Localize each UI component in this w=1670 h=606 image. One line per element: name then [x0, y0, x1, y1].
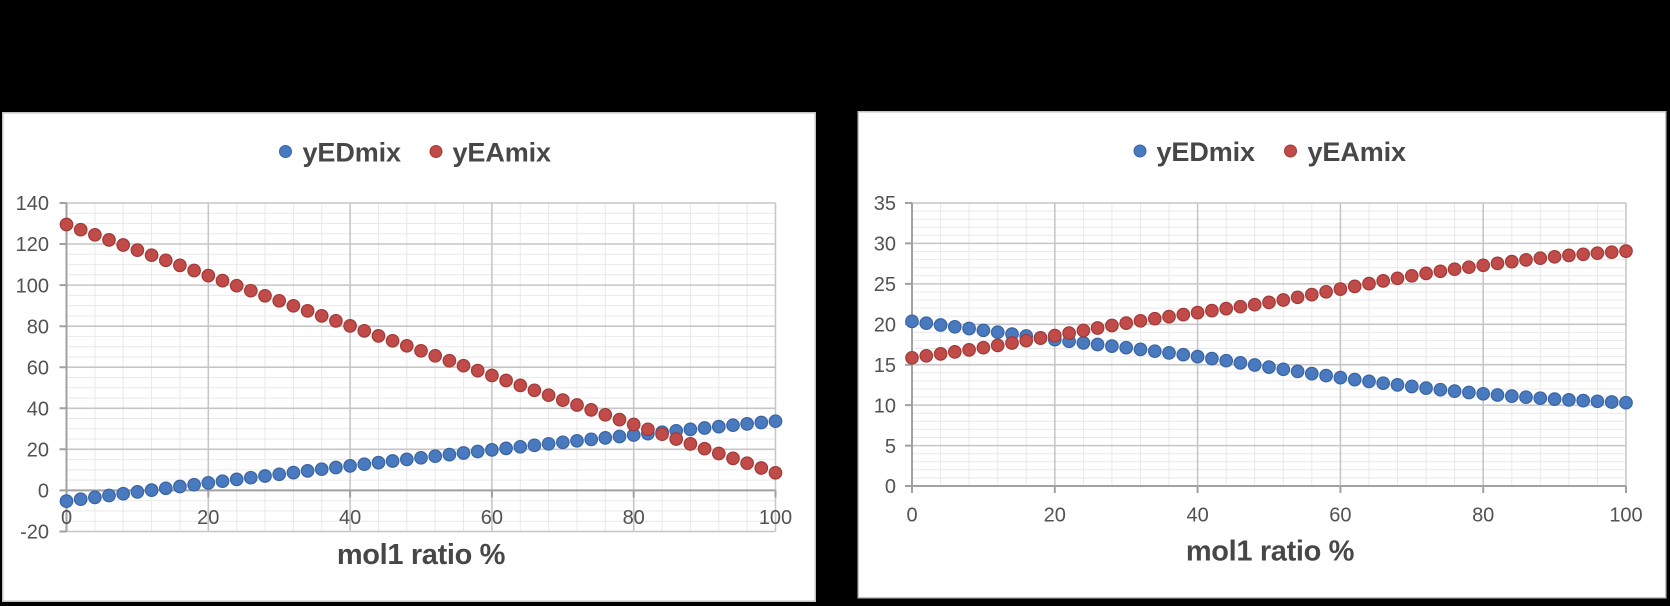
svg-text:10: 10	[874, 395, 896, 417]
svg-text:20: 20	[1044, 505, 1066, 527]
svg-text:80: 80	[1472, 505, 1494, 527]
svg-text:yEDmix: yEDmix	[303, 138, 402, 168]
svg-text:60: 60	[1329, 505, 1351, 527]
svg-text:mol1 ratio %: mol1 ratio %	[337, 539, 506, 571]
svg-text:-20: -20	[20, 522, 49, 544]
svg-text:80: 80	[623, 507, 645, 529]
svg-text:40: 40	[339, 507, 361, 529]
svg-text:yEAmix: yEAmix	[1308, 137, 1407, 167]
svg-text:60: 60	[27, 357, 49, 379]
svg-text:20: 20	[27, 440, 49, 462]
svg-text:35: 35	[874, 193, 896, 215]
svg-text:100: 100	[759, 507, 792, 529]
svg-text:100: 100	[16, 275, 49, 297]
svg-text:60: 60	[481, 507, 503, 529]
svg-text:40: 40	[27, 399, 49, 421]
svg-text:0: 0	[885, 476, 896, 498]
svg-text:20: 20	[197, 507, 219, 529]
svg-text:30: 30	[874, 234, 896, 256]
svg-text:15: 15	[874, 355, 896, 377]
svg-text:yEDmix: yEDmix	[1157, 137, 1256, 167]
svg-text:mol1 ratio %: mol1 ratio %	[1186, 536, 1355, 568]
svg-text:100: 100	[1609, 505, 1642, 527]
svg-text:120: 120	[16, 234, 49, 256]
svg-text:0: 0	[38, 481, 49, 503]
svg-text:0: 0	[906, 505, 917, 527]
svg-text:80: 80	[27, 316, 49, 338]
svg-text:yEAmix: yEAmix	[453, 138, 552, 168]
svg-text:0: 0	[61, 507, 72, 529]
svg-text:5: 5	[885, 436, 896, 458]
svg-text:40: 40	[1186, 505, 1208, 527]
svg-text:140: 140	[16, 193, 49, 215]
svg-text:20: 20	[874, 315, 896, 337]
svg-text:25: 25	[874, 274, 896, 296]
